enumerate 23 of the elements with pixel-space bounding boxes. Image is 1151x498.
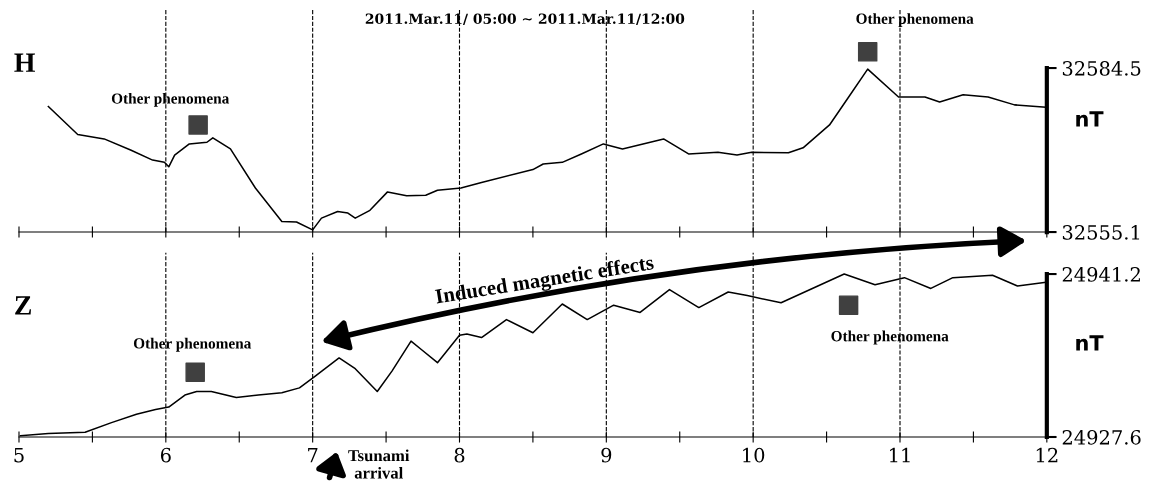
x-tick-label: 11 bbox=[890, 447, 910, 463]
y-tick-label: 24927.6 bbox=[1062, 429, 1141, 445]
annotation: Other phenomena bbox=[831, 330, 949, 345]
x-tick-label: 7 bbox=[308, 448, 318, 463]
x-tick-label: 12 bbox=[1036, 447, 1058, 463]
y-axis-title: nT bbox=[1076, 335, 1104, 351]
x-tick-label: 9 bbox=[601, 447, 612, 463]
text: Z bbox=[15, 296, 31, 315]
y-tick-label: 32555.1 bbox=[1062, 225, 1140, 240]
text: Tsunami arrival bbox=[348, 449, 410, 479]
y-axis-title: nT bbox=[1076, 111, 1104, 127]
x-tick-label: 8 bbox=[454, 447, 465, 463]
x-tick-label: 6 bbox=[160, 447, 171, 463]
x-tick-label: 5 bbox=[14, 448, 24, 463]
annotation: Other phenomena bbox=[856, 13, 974, 27]
annotation: Other phenomena bbox=[133, 337, 252, 352]
annotation: Other phenomena bbox=[111, 92, 230, 107]
annotation: Induced magnetic effects bbox=[434, 254, 655, 308]
chart-title: 2011.Mar.11/ 05:00 ∼ 2011.Mar.11/12:00 bbox=[365, 13, 685, 26]
text: H bbox=[14, 53, 35, 72]
y-tick-label: 24941.2 bbox=[1062, 267, 1140, 282]
y-tick-label: 32584.5 bbox=[1062, 61, 1141, 76]
x-tick-label: 10 bbox=[743, 447, 765, 463]
